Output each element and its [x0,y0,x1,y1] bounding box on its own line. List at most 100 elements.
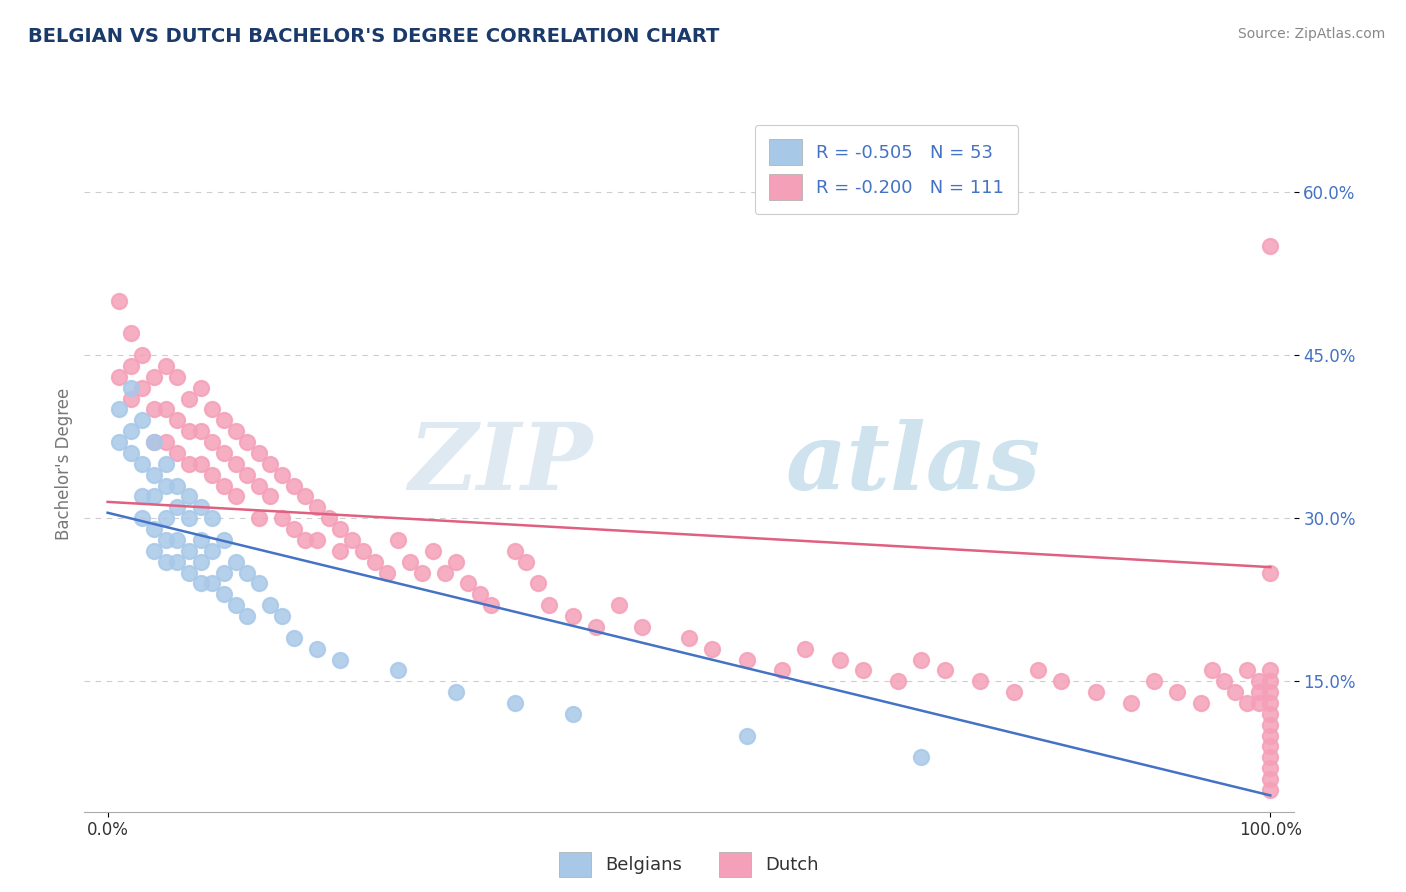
Point [910,652,932,666]
Point [143,369,166,384]
Point [271,609,294,624]
Point [131,457,153,471]
Point [1236,664,1258,678]
Point [503,543,526,558]
Point [515,555,537,569]
Point [201,402,224,417]
Point [735,729,758,743]
Point [283,631,305,645]
Point [527,576,550,591]
Point [212,566,235,580]
Point [318,511,340,525]
Point [1026,664,1049,678]
Point [236,467,259,482]
Point [1258,739,1281,754]
Point [212,478,235,492]
Point [503,696,526,710]
Point [177,543,200,558]
Point [108,369,131,384]
Point [247,446,270,460]
Point [271,467,294,482]
Point [433,566,456,580]
Point [770,664,793,678]
Point [155,533,177,547]
Point [225,457,247,471]
Point [305,533,328,547]
Point [143,402,166,417]
Point [155,359,177,373]
Point [236,435,259,450]
Point [247,478,270,492]
Point [1258,783,1281,797]
Point [1004,685,1026,699]
Point [1258,674,1281,689]
Point [678,631,700,645]
Point [1166,685,1188,699]
Point [120,326,142,341]
Point [131,490,153,504]
Point [247,511,270,525]
Point [225,598,247,612]
Text: BELGIAN VS DUTCH BACHELOR'S DEGREE CORRELATION CHART: BELGIAN VS DUTCH BACHELOR'S DEGREE CORRE… [28,27,720,45]
Point [212,413,235,427]
Point [702,641,724,656]
Point [1247,674,1270,689]
Point [375,566,398,580]
Point [1247,696,1270,710]
Point [1258,729,1281,743]
Point [236,609,259,624]
Point [294,490,316,504]
Point [1236,696,1258,710]
Point [340,533,363,547]
Point [166,533,188,547]
Point [155,478,177,492]
Point [155,435,177,450]
Point [155,457,177,471]
Point [830,652,852,666]
Point [607,598,630,612]
Point [120,381,142,395]
Point [1258,239,1281,253]
Point [1258,772,1281,786]
Point [887,674,910,689]
Point [329,652,352,666]
Point [411,566,433,580]
Point [166,369,188,384]
Point [247,576,270,591]
Point [212,533,235,547]
Point [155,511,177,525]
Point [934,664,956,678]
Point [1258,685,1281,699]
Point [259,457,281,471]
Point [225,555,247,569]
Point [329,543,352,558]
Point [329,522,352,536]
Point [910,750,932,764]
Point [794,641,817,656]
Point [212,446,235,460]
Point [120,392,142,406]
Point [131,511,153,525]
Point [212,587,235,601]
Point [120,446,142,460]
Point [259,490,281,504]
Point [283,522,305,536]
Point [1247,685,1270,699]
Text: Source: ZipAtlas.com: Source: ZipAtlas.com [1237,27,1385,41]
Point [305,500,328,515]
Point [585,620,607,634]
Point [387,533,409,547]
Point [143,467,166,482]
Point [561,706,583,721]
Point [143,543,166,558]
Point [201,511,224,525]
Point [479,598,502,612]
Point [201,467,224,482]
Point [143,522,166,536]
Point [177,457,200,471]
Point [422,543,444,558]
Point [1143,674,1166,689]
Point [283,478,305,492]
Point [225,490,247,504]
Point [1258,706,1281,721]
